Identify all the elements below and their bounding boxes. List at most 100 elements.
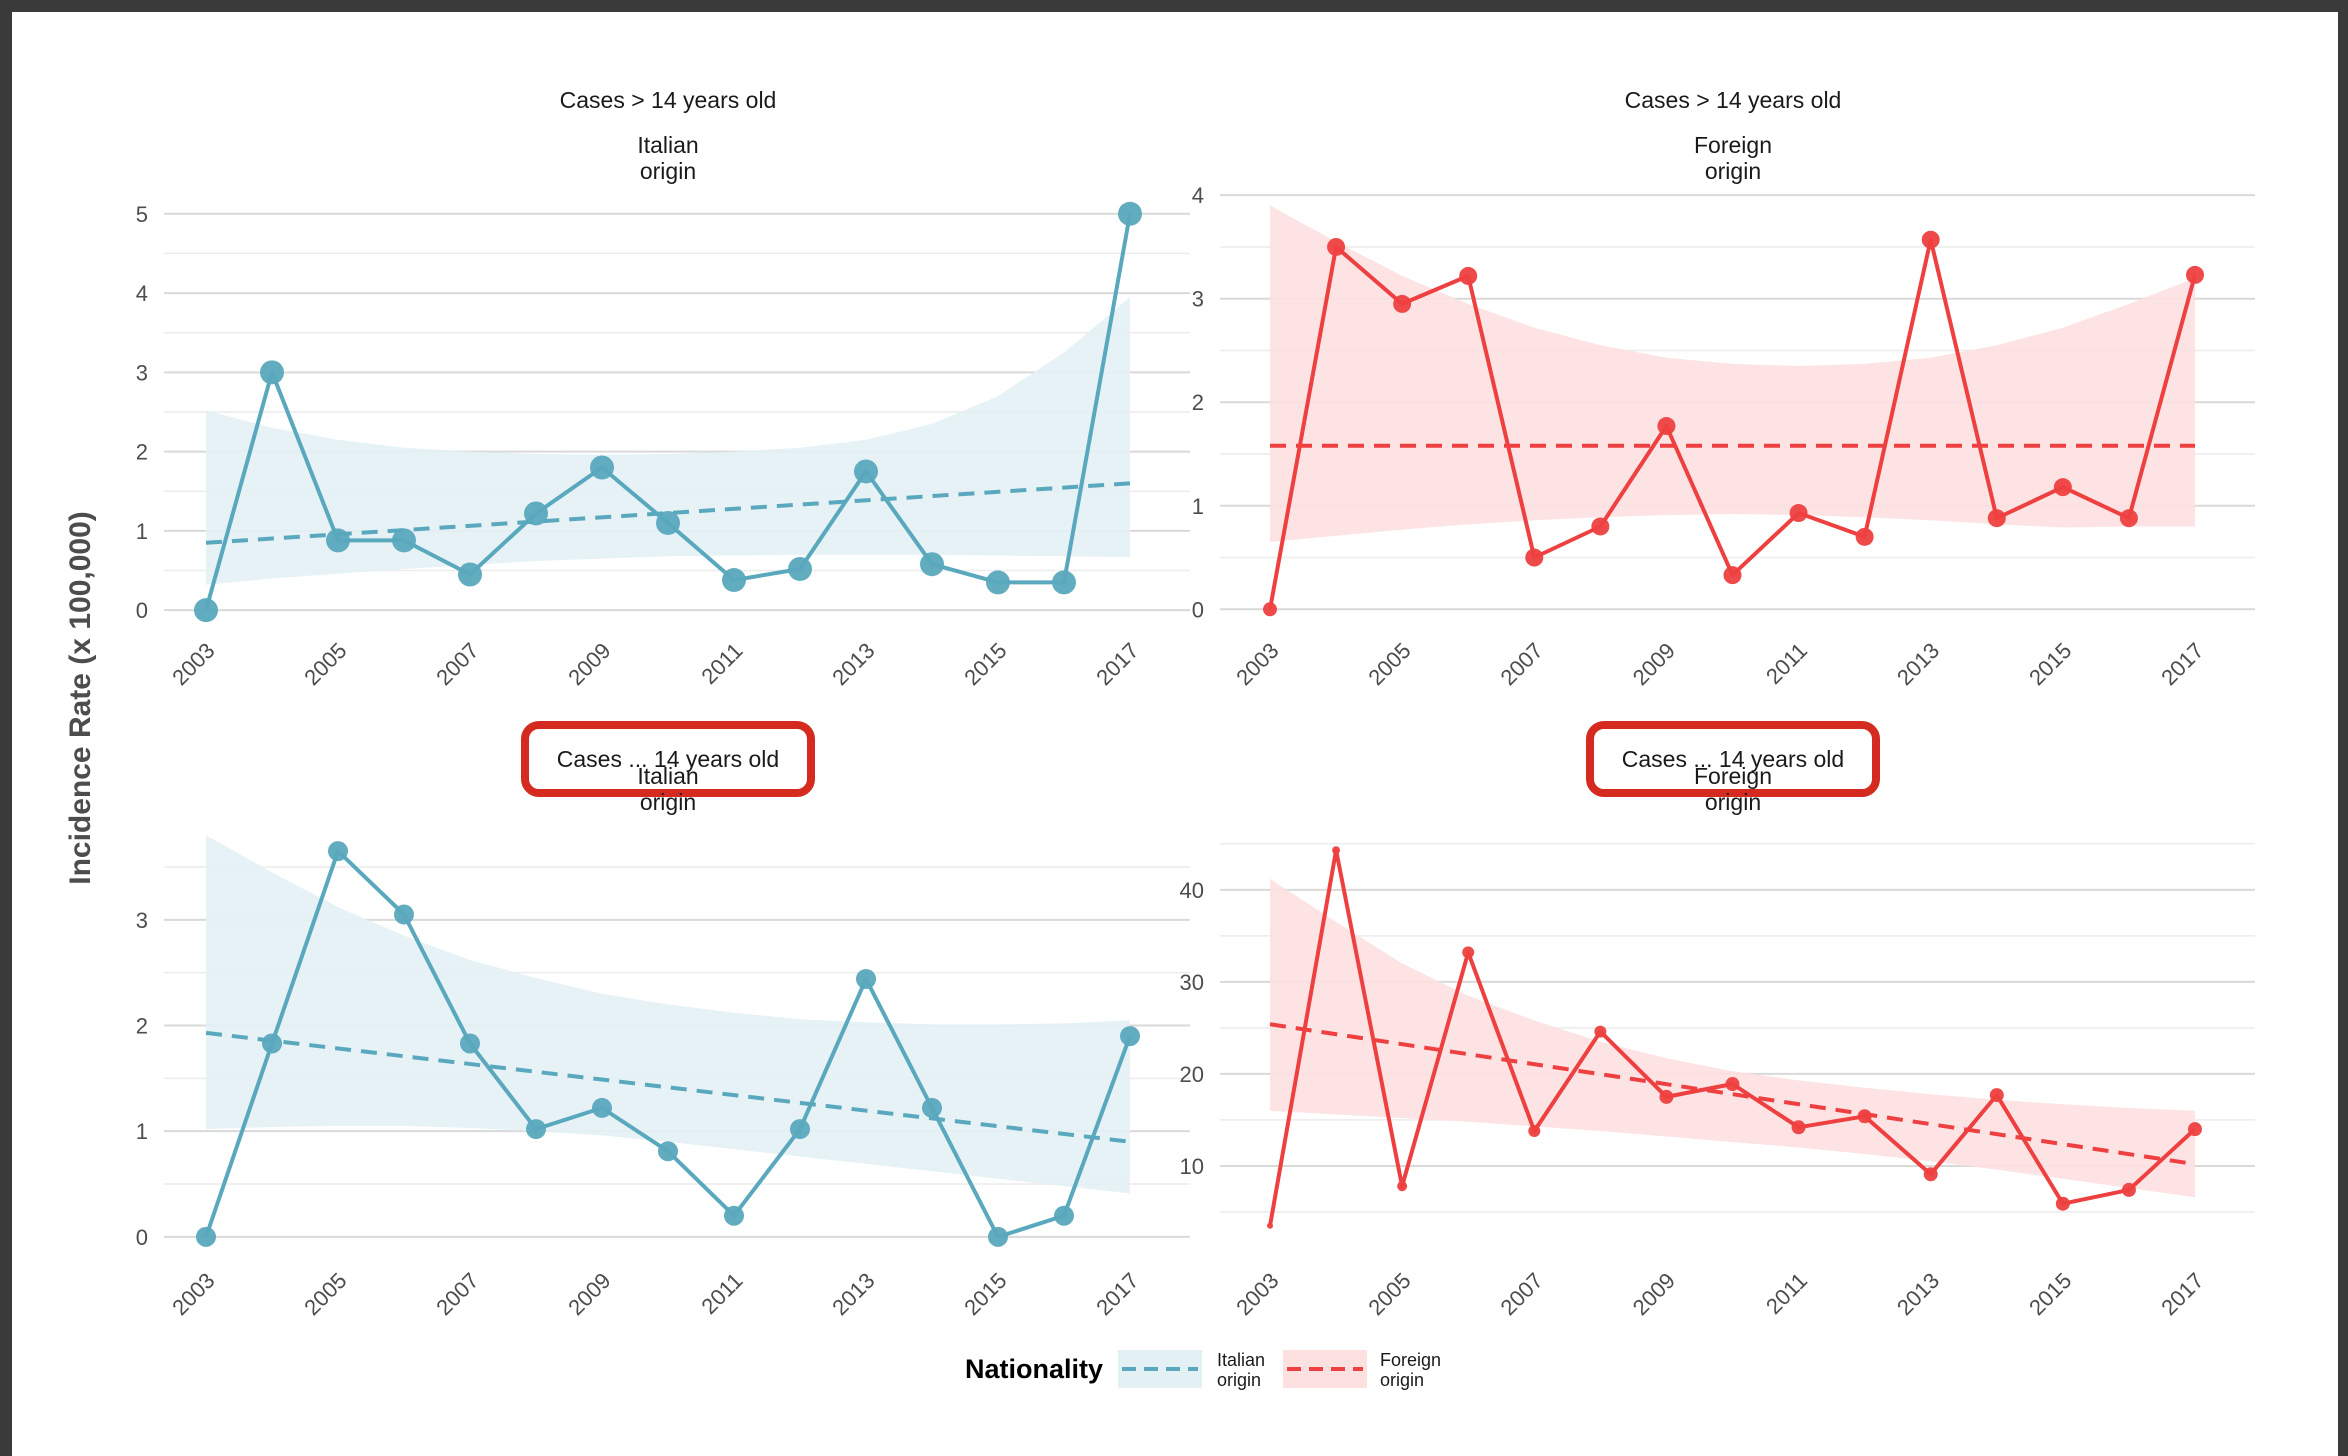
y-tick-label: 3 [136,360,148,385]
y-tick-label: 4 [1192,183,1204,208]
data-point-2017 [2186,265,2204,284]
panel-subtitle-line1: Italian [637,763,698,789]
data-point-2004 [1327,237,1346,256]
data-point-2017 [1118,201,1142,226]
data-point-2014 [920,552,944,577]
data-point-2007 [1525,548,1544,567]
y-tick-label: 20 [1180,1062,1204,1087]
legend-label-italian-1: Italian [1217,1350,1265,1370]
y-tick-label: 40 [1180,878,1204,903]
y-tick-label: 2 [1192,390,1204,415]
data-point-2009 [1659,1089,1674,1104]
data-point-2006 [394,904,414,925]
data-point-2013 [854,459,878,484]
data-point-2010 [658,1141,678,1162]
legend-label-foreign-1: Foreign [1380,1350,1441,1370]
data-point-2003 [196,1226,216,1247]
y-axis-label: Incidence Rate (x 100,000) [64,511,97,885]
data-point-2004 [260,360,284,385]
data-point-2016 [2121,1182,2136,1197]
data-point-2009 [590,455,614,480]
y-tick-label: 1 [1192,494,1204,519]
y-tick-label: 3 [136,908,148,933]
data-point-2014 [1987,509,2006,528]
y-tick-label: 0 [1192,597,1204,622]
data-point-2011 [1789,504,1808,523]
panel-subtitle-line2: origin [1705,789,1761,815]
panel-subtitle-line2: origin [640,158,696,184]
panel-subtitle-line1: Foreign [1694,763,1772,789]
data-point-2003 [1263,602,1277,617]
data-point-2005 [1393,294,1412,313]
data-point-2006 [1462,946,1475,959]
confidence-band [206,297,1130,585]
strip-title: Cases ... 14 years old [1622,746,1844,772]
data-point-2010 [1723,566,1742,585]
data-point-2010 [1725,1077,1740,1092]
data-point-2008 [1594,1025,1607,1038]
data-point-2004 [1332,846,1341,855]
y-tick-label: 1 [136,1119,148,1144]
data-point-2009 [592,1097,612,1118]
panel-subtitle-line1: Italian [637,132,698,158]
panel-subtitle-line2: origin [640,789,696,815]
y-tick-label: 5 [136,202,148,227]
y-tick-label: 30 [1180,970,1204,995]
confidence-band [1270,878,2195,1198]
data-point-2010 [656,510,680,535]
data-point-2011 [724,1205,744,1226]
data-point-2013 [856,969,876,990]
data-point-2007 [458,562,482,587]
highlight-box [1586,721,1880,797]
data-point-2011 [722,568,746,593]
data-point-2005 [326,528,350,553]
data-point-2009 [1657,417,1676,436]
data-point-2008 [526,1119,546,1140]
data-point-2007 [1528,1124,1541,1137]
data-point-2008 [524,501,548,526]
y-tick-label: 2 [136,440,148,465]
data-point-2012 [1857,1109,1872,1124]
data-point-2014 [922,1097,942,1118]
legend: Nationality Italian origin Foreign origi… [965,1350,1441,1390]
data-point-2017 [1120,1026,1140,1047]
confidence-band [1270,205,2195,542]
data-point-2016 [2119,509,2138,528]
data-point-2005 [328,841,348,862]
data-point-2015 [2055,1196,2070,1211]
y-tick-label: 0 [136,1225,148,1250]
data-point-2005 [1397,1181,1408,1192]
data-point-2012 [788,556,812,581]
confidence-band [206,835,1130,1194]
highlight-box [521,721,815,797]
legend-item-foreign: Foreign origin [1283,1350,1441,1390]
data-point-2007 [460,1033,480,1054]
data-point-2008 [1591,517,1610,536]
data-point-2003 [1267,1222,1273,1229]
data-point-2015 [986,570,1010,595]
y-tick-label: 0 [136,598,148,623]
data-point-2013 [1921,230,1940,249]
legend-label-italian-2: origin [1217,1370,1261,1390]
y-tick-label: 2 [136,1014,148,1039]
data-point-2016 [1054,1205,1074,1226]
data-point-2013 [1923,1167,1938,1182]
y-tick-label: 10 [1180,1154,1204,1179]
y-tick-label: 3 [1192,287,1204,312]
data-point-2015 [2053,478,2072,497]
strip-title: Cases > 14 years old [1625,87,1842,113]
legend-title: Nationality [965,1354,1103,1384]
data-point-2012 [790,1119,810,1140]
strip-title: Cases ... 14 years old [557,746,779,772]
panel-subtitle-line2: origin [1705,158,1761,184]
data-point-2004 [262,1033,282,1054]
data-point-2006 [1459,266,1478,285]
data-point-2011 [1791,1120,1806,1135]
data-point-2012 [1855,527,1874,546]
plot-background [12,12,2338,1456]
data-point-2017 [2188,1122,2202,1137]
y-tick-label: 4 [136,281,148,306]
y-tick-label: 1 [136,519,148,544]
legend-item-italian: Italian origin [1118,1350,1265,1390]
